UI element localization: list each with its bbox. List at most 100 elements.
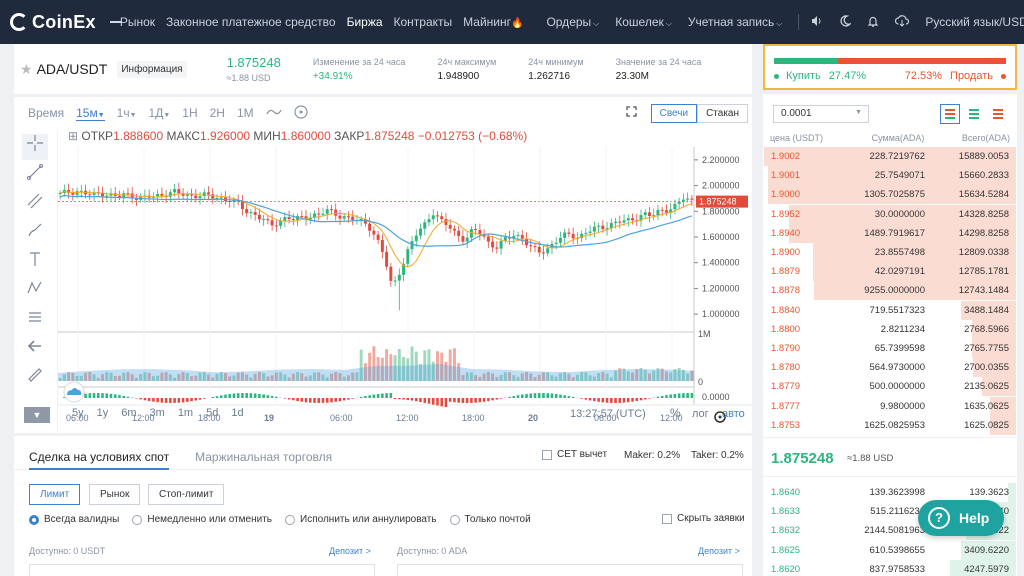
line-chart-icon[interactable] bbox=[266, 106, 282, 120]
nav-contracts[interactable]: Контракты bbox=[393, 15, 453, 29]
ask-row[interactable]: 1.9001 25.7549071 15660.2833 bbox=[763, 166, 1017, 186]
sell-price-input[interactable] bbox=[397, 564, 743, 576]
ask-row[interactable]: 1.8800 2.8211234 2768.5966 bbox=[763, 319, 1017, 339]
account-dropdown[interactable]: Учетная запись ⌵ bbox=[688, 15, 783, 29]
bell-icon[interactable] bbox=[867, 15, 879, 30]
bid-row[interactable]: 1.8620 837.9758533 4247.5979 bbox=[763, 559, 1017, 576]
indicator-icon[interactable] bbox=[294, 104, 308, 122]
deposit-ada-link[interactable]: Депозит > bbox=[698, 546, 740, 556]
nav-market[interactable]: Рынок bbox=[119, 15, 155, 29]
info-button[interactable]: Информация bbox=[117, 60, 187, 78]
ohlc-collapse-icon[interactable]: ⊞ bbox=[68, 129, 79, 143]
nav-exchange[interactable]: Биржа bbox=[346, 15, 383, 29]
ask-row[interactable]: 1.8952 30.0000000 14328.8258 bbox=[763, 204, 1017, 224]
help-button[interactable]: ? Help bbox=[918, 500, 1004, 536]
hide-orders-checkbox[interactable] bbox=[662, 513, 672, 524]
interval-1M[interactable]: 1M bbox=[236, 106, 254, 120]
cet-deduction[interactable]: CET вычет bbox=[542, 449, 607, 460]
pair-selector[interactable]: ADA/USDT bbox=[36, 61, 108, 77]
ask-row[interactable]: 1.8940 1489.7919617 14298.8258 bbox=[763, 223, 1017, 243]
tif-fok[interactable]: Исполнить или аннулировать bbox=[285, 514, 437, 525]
volume-bar bbox=[486, 372, 490, 381]
range-6m[interactable]: 6m bbox=[121, 407, 137, 419]
precision-select[interactable]: 0.0001 ▼ bbox=[773, 105, 869, 123]
candle-body bbox=[567, 232, 571, 234]
price-chart[interactable]: 2.200000 2.000000 1.800000 1.600000 1.400000… bbox=[58, 147, 752, 427]
volume-bar bbox=[499, 374, 503, 381]
back-arrow-icon[interactable] bbox=[22, 337, 48, 363]
tab-spot[interactable]: Сделка на условиях спот bbox=[29, 450, 170, 464]
download-icon[interactable] bbox=[895, 14, 910, 30]
ask-row[interactable]: 1.9000 1305.7025875 15634.5284 bbox=[763, 185, 1017, 205]
high-label: МАКС bbox=[166, 129, 201, 143]
coinex-logo[interactable]: CoinEx bbox=[10, 12, 96, 33]
ask-row[interactable]: 1.8777 9.9800000 1635.0625 bbox=[763, 396, 1017, 416]
crosshair-icon[interactable] bbox=[22, 134, 48, 160]
ask-row[interactable]: 1.8879 42.0297191 12785.1781 bbox=[763, 262, 1017, 282]
nav-fiat[interactable]: Законное платежное средство bbox=[166, 15, 336, 29]
range-1y[interactable]: 1y bbox=[96, 407, 109, 419]
interval-1d[interactable]: 1Д▼ bbox=[149, 106, 171, 120]
view-depth-button[interactable]: Стакан bbox=[697, 103, 748, 123]
gear-icon[interactable] bbox=[714, 411, 726, 423]
language-dropdown[interactable]: Русский язык/USD⌵ bbox=[925, 15, 1024, 29]
ask-row[interactable]: 1.8840 719.5517323 3488.1484 bbox=[763, 300, 1017, 320]
hide-orders[interactable]: Скрыть заявки bbox=[662, 513, 745, 524]
cet-checkbox[interactable] bbox=[542, 449, 552, 460]
bid-row[interactable]: 1.8640 139.3623998 139.3623 bbox=[763, 483, 1017, 502]
macd-bar bbox=[376, 393, 380, 398]
brush-icon[interactable] bbox=[22, 221, 48, 247]
trend-line-icon[interactable] bbox=[22, 163, 48, 189]
tif-ioc[interactable]: Немедленно или отменить bbox=[132, 514, 272, 525]
buy-price-input[interactable] bbox=[29, 564, 375, 576]
percent-toggle[interactable]: % bbox=[670, 406, 681, 420]
interval-15m[interactable]: 15м▼ bbox=[76, 106, 105, 121]
orders-dropdown[interactable]: Ордеры ⌵ bbox=[546, 15, 599, 29]
wallet-dropdown[interactable]: Кошелек ⌵ bbox=[615, 15, 672, 29]
ruler-icon[interactable] bbox=[22, 366, 48, 392]
favorite-star-icon[interactable]: ★ bbox=[20, 60, 33, 77]
order-type-market[interactable]: Рынок bbox=[89, 484, 141, 505]
log-toggle[interactable]: лог bbox=[692, 408, 709, 420]
view-candles-button[interactable]: Свечи bbox=[650, 103, 698, 123]
range-3m[interactable]: 3m bbox=[149, 407, 165, 419]
tab-margin[interactable]: Маржинальная торговля bbox=[195, 450, 333, 464]
order-type-stop-limit[interactable]: Стоп-лимит bbox=[148, 484, 225, 505]
book-view-bids-icon[interactable] bbox=[964, 104, 984, 124]
ask-row[interactable]: 1.8780 564.9730000 2700.0355 bbox=[763, 358, 1017, 378]
moon-icon[interactable] bbox=[839, 14, 853, 30]
order-type-limit[interactable]: Лимит bbox=[29, 484, 81, 505]
bid-row[interactable]: 1.8625 610.5398655 3409.6220 bbox=[763, 540, 1017, 560]
tif-post-only-label: Только почтой bbox=[464, 514, 531, 525]
text-tool-icon[interactable] bbox=[22, 250, 48, 276]
ask-row[interactable]: 1.8753 1625.0825953 1625.0825 bbox=[763, 415, 1017, 435]
tif-post-only[interactable]: Только почтой bbox=[449, 514, 531, 525]
ask-row[interactable]: 1.8878 9255.0000000 12743.1484 bbox=[763, 281, 1017, 301]
measure-icon[interactable] bbox=[22, 308, 48, 334]
range-5d[interactable]: 5d bbox=[206, 407, 219, 419]
volume-bar bbox=[580, 372, 584, 381]
interval-1h[interactable]: 1ч▼ bbox=[117, 106, 137, 120]
auto-toggle[interactable]: авто bbox=[722, 408, 745, 420]
range-1d[interactable]: 1d bbox=[231, 407, 244, 419]
ask-row[interactable]: 1.8779 500.0000000 2135.0625 bbox=[763, 377, 1017, 397]
deposit-usdt-link[interactable]: Депозит > bbox=[329, 546, 371, 556]
book-view-both-icon[interactable] bbox=[940, 104, 960, 124]
fullscreen-icon[interactable] bbox=[625, 106, 637, 120]
page-scrollbar[interactable] bbox=[1017, 94, 1024, 576]
depth-bar bbox=[1008, 483, 1016, 502]
interval-2H[interactable]: 2H bbox=[209, 106, 225, 120]
fib-tool-icon[interactable] bbox=[22, 192, 48, 218]
pattern-icon[interactable] bbox=[22, 279, 48, 305]
range-5y[interactable]: 5y bbox=[72, 407, 84, 419]
tools-scroll-down-icon[interactable]: ▼ bbox=[24, 407, 50, 423]
volume-icon[interactable] bbox=[811, 15, 823, 30]
ask-row[interactable]: 1.8790 65.7399598 2765.7755 bbox=[763, 339, 1017, 358]
ask-row[interactable]: 1.8900 23.8557498 12809.0338 bbox=[763, 243, 1017, 262]
interval-1H[interactable]: 1H bbox=[182, 106, 198, 120]
nav-mining[interactable]: Майнинг🔥 bbox=[463, 15, 523, 29]
range-1m[interactable]: 1m bbox=[177, 407, 194, 419]
tif-gtc[interactable]: Всегда валидны bbox=[29, 514, 119, 525]
book-view-asks-icon[interactable] bbox=[988, 104, 1008, 124]
ask-row[interactable]: 1.9002 228.7219762 15889.0053 bbox=[763, 147, 1017, 166]
